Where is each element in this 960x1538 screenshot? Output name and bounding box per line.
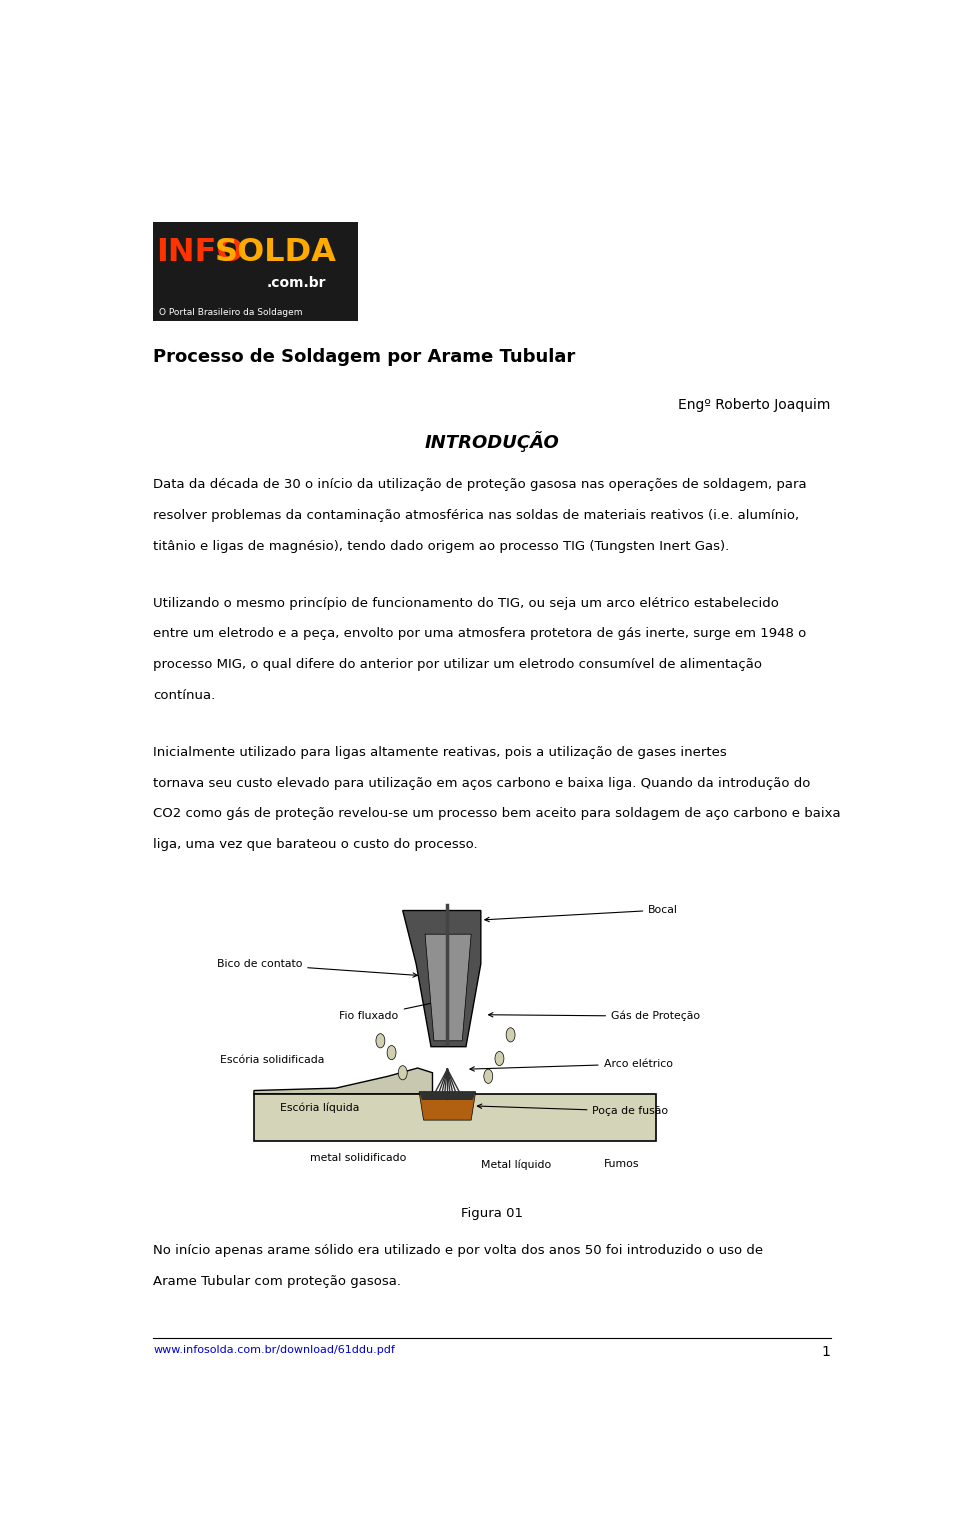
Circle shape — [398, 1066, 407, 1080]
Circle shape — [376, 1034, 385, 1047]
Text: Escória solidificada: Escória solidificada — [221, 1055, 324, 1064]
Text: Fio fluxado: Fio fluxado — [340, 1000, 445, 1021]
Text: SOLDA: SOLDA — [215, 237, 337, 268]
Text: Data da década de 30 o início da utilização de proteção gasosa nas operações de : Data da década de 30 o início da utiliza… — [154, 478, 807, 491]
Circle shape — [484, 1069, 492, 1083]
Text: .com.br: .com.br — [267, 275, 326, 289]
Text: Escória líquida: Escória líquida — [280, 1103, 359, 1114]
Text: resolver problemas da contaminação atmosférica nas soldas de materiais reativos : resolver problemas da contaminação atmos… — [154, 509, 800, 521]
Polygon shape — [403, 910, 481, 1047]
Text: Utilizando o mesmo princípio de funcionamento do TIG, ou seja um arco elétrico e: Utilizando o mesmo princípio de funciona… — [154, 597, 780, 609]
Text: contínua.: contínua. — [154, 689, 216, 701]
Polygon shape — [425, 934, 471, 1041]
Text: 1: 1 — [822, 1346, 830, 1360]
Circle shape — [506, 1027, 516, 1041]
Text: Bocal: Bocal — [485, 904, 678, 921]
Text: Poça de fusão: Poça de fusão — [477, 1104, 668, 1117]
Text: tornava seu custo elevado para utilização em aços carbono e baixa liga. Quando d: tornava seu custo elevado para utilizaçã… — [154, 777, 811, 789]
Text: Gás de Proteção: Gás de Proteção — [489, 1010, 700, 1021]
Text: processo MIG, o qual difere do anterior por utilizar um eletrodo consumível de a: processo MIG, o qual difere do anterior … — [154, 658, 762, 671]
Text: Arame Tubular com proteção gasosa.: Arame Tubular com proteção gasosa. — [154, 1275, 401, 1289]
Text: Figura 01: Figura 01 — [461, 1207, 523, 1220]
Polygon shape — [253, 1094, 656, 1141]
Text: metal solidificado: metal solidificado — [310, 1154, 406, 1163]
Circle shape — [387, 1046, 396, 1060]
Text: Inicialmente utilizado para ligas altamente reativas, pois a utilização de gases: Inicialmente utilizado para ligas altame… — [154, 746, 728, 758]
Text: Fumos: Fumos — [604, 1160, 639, 1169]
Bar — [154, 223, 358, 321]
Polygon shape — [253, 1067, 432, 1094]
Polygon shape — [420, 1092, 475, 1120]
Polygon shape — [420, 1092, 475, 1100]
Text: Bico de contato: Bico de contato — [217, 960, 418, 977]
Text: Processo de Soldagem por Arame Tubular: Processo de Soldagem por Arame Tubular — [154, 348, 576, 366]
Text: Metal líquido: Metal líquido — [481, 1160, 551, 1170]
Text: INFO: INFO — [156, 237, 244, 268]
Text: CO2 como gás de proteção revelou-se um processo bem aceito para soldagem de aço : CO2 como gás de proteção revelou-se um p… — [154, 807, 841, 820]
Text: Engº Roberto Joaquim: Engº Roberto Joaquim — [678, 398, 830, 412]
Text: www.infosolda.com.br/download/61ddu.pdf: www.infosolda.com.br/download/61ddu.pdf — [154, 1346, 396, 1355]
Text: O Portal Brasileiro da Soldagem: O Portal Brasileiro da Soldagem — [159, 308, 303, 317]
Text: Arco elétrico: Arco elétrico — [470, 1058, 673, 1070]
Text: entre um eletrodo e a peça, envolto por uma atmosfera protetora de gás inerte, s: entre um eletrodo e a peça, envolto por … — [154, 628, 806, 640]
Circle shape — [495, 1052, 504, 1066]
Text: liga, uma vez que barateou o custo do processo.: liga, uma vez que barateou o custo do pr… — [154, 838, 478, 851]
Text: No início apenas arame sólido era utilizado e por volta dos anos 50 foi introduz: No início apenas arame sólido era utiliz… — [154, 1244, 763, 1258]
Text: INTRODUÇÃO: INTRODUÇÃO — [424, 431, 560, 452]
Text: titânio e ligas de magnésio), tendo dado origem ao processo TIG (Tungsten Inert : titânio e ligas de magnésio), tendo dado… — [154, 540, 730, 552]
